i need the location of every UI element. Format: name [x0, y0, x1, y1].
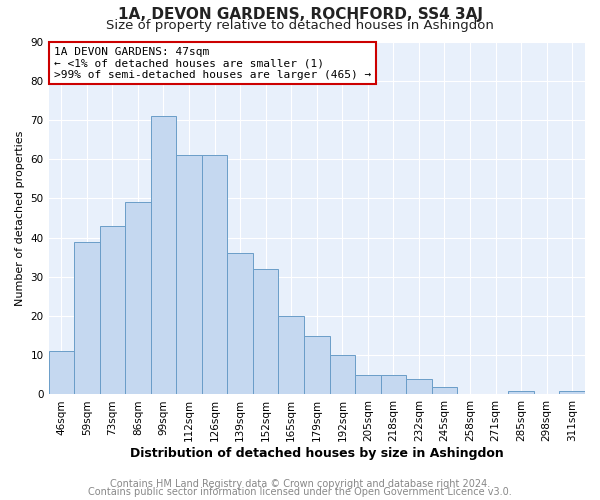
Bar [559, 390, 585, 394]
Bar [253, 269, 278, 394]
Bar [380, 375, 406, 394]
Bar [508, 390, 534, 394]
Bar [355, 375, 380, 394]
Text: Size of property relative to detached houses in Ashingdon: Size of property relative to detached ho… [106, 19, 494, 32]
Bar [125, 202, 151, 394]
Bar [432, 386, 457, 394]
Text: 1A, DEVON GARDENS, ROCHFORD, SS4 3AJ: 1A, DEVON GARDENS, ROCHFORD, SS4 3AJ [118, 8, 482, 22]
Bar [176, 155, 202, 394]
Bar [406, 379, 432, 394]
Bar [151, 116, 176, 394]
X-axis label: Distribution of detached houses by size in Ashingdon: Distribution of detached houses by size … [130, 447, 503, 460]
Bar [49, 352, 74, 395]
Bar [100, 226, 125, 394]
Bar [278, 316, 304, 394]
Text: Contains public sector information licensed under the Open Government Licence v3: Contains public sector information licen… [88, 487, 512, 497]
Bar [304, 336, 329, 394]
Text: Contains HM Land Registry data © Crown copyright and database right 2024.: Contains HM Land Registry data © Crown c… [110, 479, 490, 489]
Bar [74, 242, 100, 394]
Bar [329, 355, 355, 395]
Text: 1A DEVON GARDENS: 47sqm
← <1% of detached houses are smaller (1)
>99% of semi-de: 1A DEVON GARDENS: 47sqm ← <1% of detache… [54, 47, 371, 80]
Bar [227, 254, 253, 394]
Y-axis label: Number of detached properties: Number of detached properties [15, 130, 25, 306]
Bar [202, 155, 227, 394]
